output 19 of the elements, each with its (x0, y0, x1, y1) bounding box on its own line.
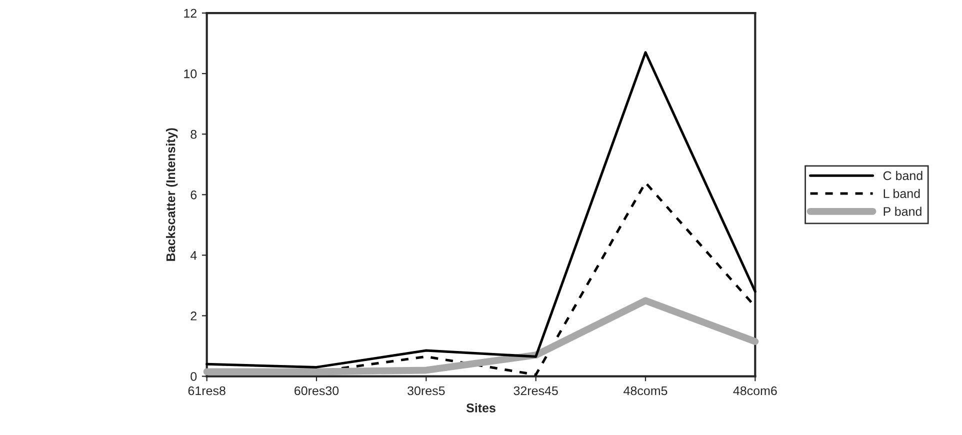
y-tick-label: 0 (190, 372, 197, 381)
legend-label: C band (883, 170, 922, 180)
x-axis-title: Sites (466, 403, 496, 412)
y-tick-label: 12 (184, 8, 196, 18)
legend-label: P band (884, 206, 922, 216)
x-tick-label: 32res45 (514, 386, 558, 396)
y-tick-label: 10 (184, 69, 197, 78)
y-tick-label: 8 (190, 130, 197, 139)
y-tick-label: 4 (190, 251, 197, 260)
legend-label: L band (884, 188, 920, 198)
line-series (206, 51, 756, 368)
x-tick-label: 30res5 (408, 386, 445, 396)
x-tick-label: 60res30 (294, 386, 339, 396)
y-tick-label: 2 (190, 312, 196, 320)
x-tick-label: 48com5 (624, 386, 668, 396)
y-axis-title: Backscatter (Intensity) (166, 128, 178, 261)
x-tick-label: 48com6 (733, 386, 777, 396)
x-tick-label: 61res8 (188, 386, 226, 396)
y-tick-label: 6 (190, 190, 197, 200)
